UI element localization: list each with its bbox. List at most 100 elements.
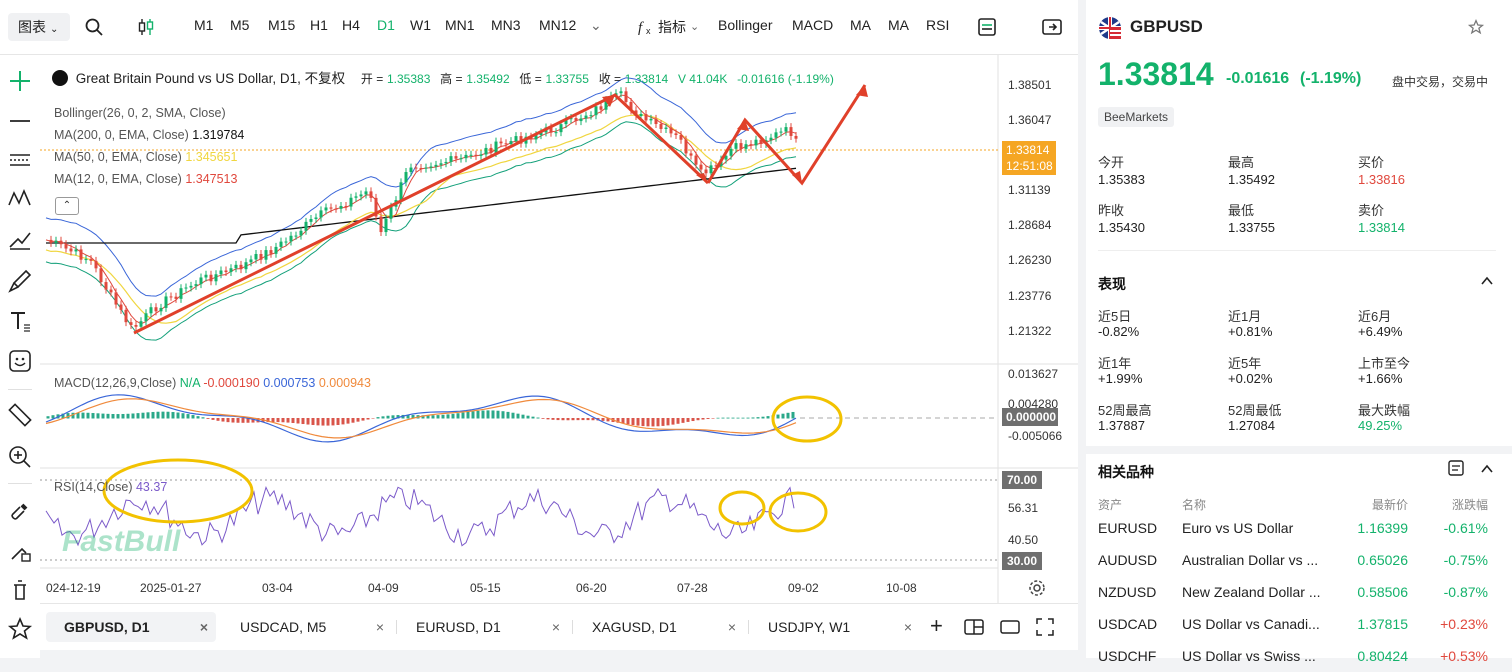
macd-histogram-bar [741, 417, 745, 419]
trend-tool-icon[interactable] [6, 225, 34, 253]
favorite-star-icon[interactable] [1467, 18, 1485, 36]
magnet-icon[interactable] [6, 497, 34, 525]
related-row[interactable]: EURUSD Euro vs US Dollar 1.16399 -0.61% [1086, 512, 1512, 544]
candle-body [189, 285, 193, 288]
macd-histogram-bar [571, 418, 575, 421]
emoji-icon[interactable] [6, 347, 34, 375]
ohlc-close: 1.33814 [624, 72, 669, 86]
tab-usdjpy[interactable]: USDJPY, W1 × [750, 612, 920, 642]
related-row[interactable]: USDCAD US Dollar vs Canadi... 1.37815 +0.23… [1086, 608, 1512, 640]
candle-body [514, 136, 518, 142]
horizontal-line-icon[interactable] [6, 107, 34, 135]
macd-histogram-bar [301, 418, 305, 425]
macd-histogram-bar [661, 418, 665, 426]
text-tool-icon[interactable] [6, 307, 34, 335]
macd-histogram-bar [201, 417, 205, 419]
timeframe-m5[interactable]: M5 [230, 17, 250, 33]
tab-close-icon[interactable]: × [551, 619, 560, 635]
tab-close-icon[interactable]: × [199, 619, 208, 635]
macd-histogram-bar [276, 418, 280, 423]
macd-histogram-bar [766, 416, 770, 419]
timeframe-m1[interactable]: M1 [194, 17, 214, 33]
candlestick-icon[interactable] [136, 17, 156, 37]
indicator-macd-button[interactable]: MACD [792, 17, 834, 33]
macd-histogram-bar [441, 414, 445, 419]
related-title: 相关品种 [1098, 464, 1154, 480]
ruler-icon[interactable] [6, 401, 34, 429]
macd-histogram-bar [476, 410, 480, 419]
macd-histogram-bar [226, 418, 230, 423]
chart-type-label: 图表 [18, 19, 46, 35]
macd-histogram-bar [136, 413, 140, 419]
tab-close-icon[interactable]: × [727, 619, 736, 635]
indicators-button[interactable]: 指标 [658, 19, 686, 35]
related-asset: USDCAD [1098, 616, 1158, 632]
perf-value: -0.82% [1098, 324, 1140, 339]
macd-histogram-bar [146, 412, 150, 419]
indicator-bollinger-button[interactable]: Bollinger [718, 17, 773, 33]
macd-histogram-bar [111, 414, 115, 419]
search-icon[interactable] [84, 17, 104, 37]
change-text: -0.01616 (-1.19%) [737, 72, 834, 86]
macd-histogram-bar [211, 418, 215, 420]
parallel-lines-icon[interactable] [6, 145, 34, 173]
timeframe-h4[interactable]: H4 [342, 17, 360, 33]
layout-icon[interactable] [976, 16, 998, 38]
tab-gbpusd[interactable]: GBPUSD, D1 × [46, 612, 216, 642]
macd-hist: -0.000190 [203, 376, 260, 390]
fullscreen-icon[interactable] [1036, 618, 1054, 636]
macd-axis-label: 0.013627 [1008, 367, 1058, 381]
brush-icon[interactable] [6, 267, 34, 295]
indicator-ma2-button[interactable]: MA [888, 17, 909, 33]
tab-xagusd[interactable]: XAGUSD, D1 × [574, 612, 744, 642]
window-icon[interactable] [1000, 618, 1020, 636]
market-status: 盘中交易，交易中 [1392, 75, 1489, 89]
candle-body [479, 154, 483, 156]
candle-body [359, 194, 363, 197]
volume: V 41.04K [677, 72, 728, 86]
timeframe-mn3[interactable]: MN3 [491, 17, 521, 33]
indicator-rsi-button[interactable]: RSI [926, 17, 950, 33]
collapse-chevron-icon[interactable] [1480, 274, 1494, 288]
collapse-chevron-icon[interactable] [1480, 462, 1494, 476]
symbol-tabs: GBPUSD, D1 × USDCAD, M5 × EURUSD, D1 × XAGU… [40, 603, 1078, 650]
timeframe-more-icon[interactable]: ⌄ [590, 17, 602, 33]
list-view-icon[interactable] [1448, 460, 1464, 476]
related-row[interactable]: NZDUSD New Zealand Dollar ... 0.58506 -0.87… [1086, 576, 1512, 608]
chart-settings-icon[interactable] [1028, 579, 1046, 597]
related-row[interactable]: AUDUSD Australian Dollar vs ... 0.65026 -0.… [1086, 544, 1512, 576]
tab-usdcad[interactable]: USDCAD, M5 × [222, 612, 392, 642]
tab-close-icon[interactable]: × [375, 619, 384, 635]
tab-eurusd[interactable]: EURUSD, D1 × [398, 612, 568, 642]
trash-icon[interactable] [6, 575, 34, 603]
pattern-icon[interactable] [6, 185, 34, 213]
timeframe-mn12[interactable]: MN12 [539, 17, 577, 33]
tab-close-icon[interactable]: × [903, 619, 912, 635]
timeframe-mn1[interactable]: MN1 [445, 17, 475, 33]
related-change: +0.23% [1440, 616, 1488, 632]
crosshair-icon[interactable] [6, 67, 34, 95]
symbol-name: GBPUSD [1130, 17, 1203, 36]
favorite-star-icon[interactable] [6, 615, 34, 643]
split-view-icon[interactable] [964, 618, 984, 636]
price-chart[interactable]: 1.38501 1.36047 1.31139 1.28684 1.26230 1.237… [40, 55, 1078, 603]
timeframe-w1[interactable]: W1 [410, 17, 431, 33]
perf-label: 最大跌幅 [1358, 403, 1411, 418]
candle-body [489, 147, 493, 153]
candle-body [269, 250, 273, 254]
add-tab-button[interactable]: + [930, 613, 943, 638]
timeframe-d1[interactable]: D1 [377, 17, 395, 33]
candle-body [344, 205, 348, 207]
exit-fullscreen-icon[interactable] [1041, 16, 1063, 38]
lock-drawing-icon[interactable] [6, 537, 34, 565]
timeframe-m15[interactable]: M15 [268, 17, 296, 33]
zoom-in-icon[interactable] [6, 443, 34, 471]
chart-area[interactable]: 1.38501 1.36047 1.31139 1.28684 1.26230 1.237… [40, 55, 1078, 603]
related-row[interactable]: USDCHF US Dollar vs Swiss ... 0.80424 +0.53… [1086, 640, 1512, 672]
collapse-legend-button[interactable]: ⌃ [55, 197, 79, 215]
indicator-ma-button[interactable]: MA [850, 17, 871, 33]
chart-type-dropdown[interactable]: 图表 ⌄ [8, 13, 70, 41]
related-change: +0.53% [1440, 648, 1488, 664]
timeframe-h1[interactable]: H1 [310, 17, 328, 33]
